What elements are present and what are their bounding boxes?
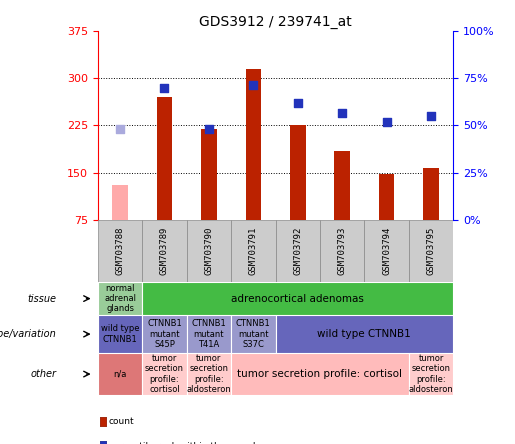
- Bar: [231, 353, 409, 395]
- Point: [205, 125, 213, 132]
- Text: tumor
secretion
profile:
aldosteron: tumor secretion profile: aldosteron: [186, 354, 231, 394]
- Bar: [364, 220, 409, 282]
- Text: GSM703791: GSM703791: [249, 227, 258, 275]
- Bar: [290, 126, 305, 220]
- Text: tumor
secretion
profile:
aldosteron: tumor secretion profile: aldosteron: [408, 354, 453, 394]
- Bar: [409, 220, 453, 282]
- Text: GSM703789: GSM703789: [160, 227, 169, 275]
- Text: CTNNB1
mutant
S37C: CTNNB1 mutant S37C: [236, 319, 271, 349]
- Point: [249, 81, 258, 88]
- Bar: [409, 353, 453, 395]
- Bar: [276, 315, 453, 353]
- Bar: [98, 220, 142, 282]
- Point: [338, 109, 346, 116]
- Text: n/a: n/a: [113, 369, 127, 379]
- Bar: [98, 282, 142, 315]
- Bar: [246, 69, 261, 220]
- Bar: [142, 353, 186, 395]
- Text: wild type
CTNNB1: wild type CTNNB1: [101, 325, 140, 344]
- Bar: [112, 185, 128, 220]
- Bar: [142, 282, 453, 315]
- Bar: [379, 174, 394, 220]
- Text: other: other: [30, 369, 56, 379]
- Point: [116, 125, 124, 132]
- Bar: [334, 151, 350, 220]
- Text: GSM703788: GSM703788: [115, 227, 125, 275]
- Point: [160, 85, 168, 92]
- Bar: [142, 315, 186, 353]
- Bar: [142, 220, 186, 282]
- Text: tissue: tissue: [27, 293, 56, 304]
- Text: normal
adrenal
glands: normal adrenal glands: [104, 284, 136, 313]
- Text: GSM703793: GSM703793: [338, 227, 347, 275]
- Text: GSM703794: GSM703794: [382, 227, 391, 275]
- Text: GSM703795: GSM703795: [426, 227, 436, 275]
- Bar: [423, 167, 439, 220]
- Bar: [98, 353, 142, 395]
- Text: count: count: [108, 417, 134, 426]
- Text: tumor
secretion
profile:
cortisol: tumor secretion profile: cortisol: [145, 354, 184, 394]
- Bar: [276, 220, 320, 282]
- Text: genotype/variation: genotype/variation: [0, 329, 56, 339]
- Bar: [98, 315, 142, 353]
- Bar: [186, 220, 231, 282]
- Text: GSM703792: GSM703792: [293, 227, 302, 275]
- Text: tumor secretion profile: cortisol: tumor secretion profile: cortisol: [237, 369, 402, 379]
- Bar: [201, 129, 217, 220]
- Text: adrenocortical adenomas: adrenocortical adenomas: [231, 293, 364, 304]
- Bar: [320, 220, 364, 282]
- Bar: [157, 97, 172, 220]
- Text: wild type CTNNB1: wild type CTNNB1: [317, 329, 411, 339]
- Point: [294, 100, 302, 107]
- Title: GDS3912 / 239741_at: GDS3912 / 239741_at: [199, 15, 352, 29]
- Text: CTNNB1
mutant
S45P: CTNNB1 mutant S45P: [147, 319, 182, 349]
- Text: CTNNB1
mutant
T41A: CTNNB1 mutant T41A: [192, 319, 226, 349]
- Text: GSM703790: GSM703790: [204, 227, 213, 275]
- Bar: [186, 315, 231, 353]
- Bar: [231, 220, 276, 282]
- Point: [427, 112, 435, 119]
- Bar: [231, 315, 276, 353]
- Text: percentile rank within the sample: percentile rank within the sample: [108, 442, 262, 444]
- Point: [383, 119, 391, 126]
- Bar: [186, 353, 231, 395]
